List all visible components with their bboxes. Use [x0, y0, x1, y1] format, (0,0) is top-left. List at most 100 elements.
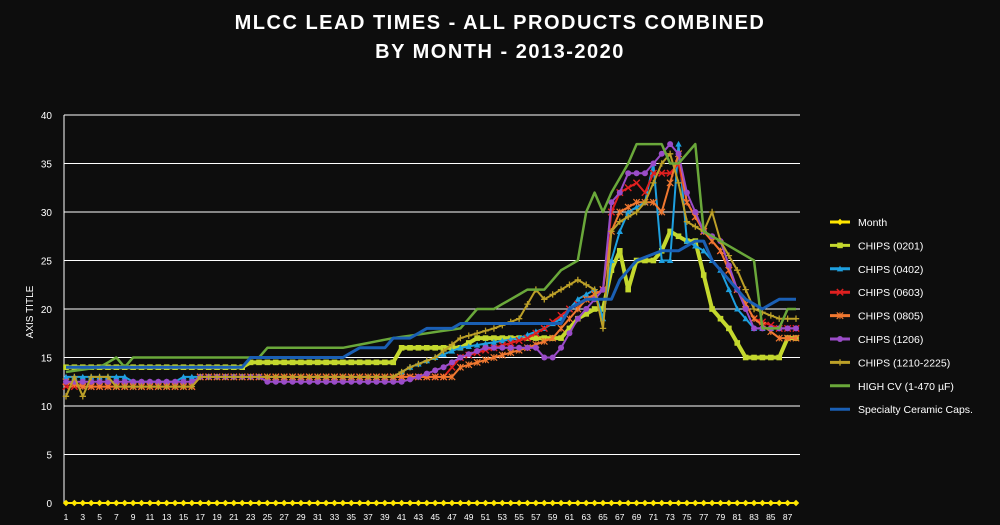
data-point — [188, 378, 195, 385]
data-point — [348, 373, 355, 381]
data-point — [507, 344, 514, 351]
data-point — [281, 378, 288, 385]
data-point — [600, 306, 606, 312]
data-point — [473, 330, 481, 337]
data-point — [71, 373, 78, 381]
data-point — [750, 499, 758, 507]
data-point — [104, 373, 112, 381]
data-point — [583, 311, 590, 317]
data-point — [473, 358, 481, 366]
x-tick-label: 55 — [514, 512, 524, 522]
data-point — [767, 312, 775, 319]
data-point — [734, 340, 741, 346]
x-tick-label: 17 — [196, 512, 206, 522]
data-point — [465, 340, 472, 346]
data-point — [323, 359, 329, 366]
data-point — [155, 378, 162, 385]
data-point — [448, 499, 456, 507]
data-point — [465, 351, 472, 358]
data-point — [650, 160, 657, 167]
data-point — [188, 373, 196, 380]
data-point — [129, 499, 137, 507]
x-tick-label: 83 — [749, 512, 759, 522]
legend: Month CHIPS (0201) CHIPS (0402) CHIPS (0603… — [830, 217, 973, 416]
data-point — [155, 499, 162, 507]
data-point — [666, 179, 674, 187]
data-point — [356, 359, 363, 366]
series-5 — [63, 141, 799, 385]
y-axis: 0 5 10 15 20 25 30 35 40 — [41, 111, 53, 510]
legend-marker — [836, 218, 844, 226]
data-point — [541, 354, 548, 361]
legend-label: CHIPS (0402) — [858, 264, 923, 276]
data-point — [675, 179, 682, 187]
data-point — [390, 499, 397, 507]
data-point — [591, 286, 598, 293]
data-point — [373, 373, 380, 381]
data-point — [180, 373, 187, 380]
data-point — [155, 383, 162, 390]
y-tick-label: 15 — [41, 354, 53, 365]
data-point — [297, 378, 304, 385]
data-point — [222, 373, 229, 381]
x-tick-label: 57 — [531, 512, 541, 522]
data-point — [415, 373, 422, 380]
data-point — [708, 499, 716, 507]
y-tick-label: 25 — [41, 257, 53, 268]
data-point — [381, 499, 389, 507]
data-point — [289, 378, 296, 385]
series-6 — [62, 150, 800, 400]
data-point — [62, 393, 70, 400]
data-point — [79, 499, 86, 507]
data-point — [289, 359, 296, 366]
data-point — [751, 325, 758, 332]
series-line — [66, 229, 796, 370]
data-point — [272, 378, 279, 385]
data-point — [314, 378, 321, 385]
data-point — [465, 361, 473, 369]
data-point — [591, 499, 598, 507]
x-tick-label: 23 — [246, 512, 256, 522]
data-point — [490, 325, 498, 332]
data-point — [264, 373, 271, 381]
data-point — [146, 378, 153, 385]
data-point — [431, 354, 439, 361]
data-point — [700, 247, 707, 254]
data-point — [239, 499, 246, 507]
data-point — [431, 373, 439, 381]
data-point — [331, 499, 338, 507]
data-point — [432, 345, 438, 351]
data-point — [331, 373, 338, 381]
data-point — [448, 363, 456, 371]
y-tick-label: 0 — [46, 499, 52, 510]
data-point — [280, 373, 288, 381]
legend-label: CHIPS (1206) — [858, 334, 923, 346]
data-point — [574, 276, 582, 284]
data-point — [331, 378, 338, 385]
data-point — [792, 334, 800, 342]
data-point — [457, 334, 464, 342]
data-point — [339, 499, 347, 507]
data-point — [524, 344, 531, 351]
data-point — [608, 199, 615, 206]
data-point — [255, 499, 263, 507]
data-point — [549, 354, 556, 361]
data-point — [171, 499, 179, 507]
data-point — [146, 383, 154, 390]
data-point — [624, 184, 632, 192]
data-point — [289, 373, 296, 381]
data-point — [549, 291, 556, 298]
data-point — [616, 218, 623, 225]
data-point — [474, 348, 481, 355]
data-point — [515, 499, 523, 507]
data-point — [566, 281, 573, 288]
data-point — [742, 354, 749, 361]
data-point — [516, 344, 523, 351]
data-point — [448, 359, 455, 366]
data-point — [306, 373, 313, 381]
legend-marker — [837, 336, 843, 342]
data-point — [323, 378, 330, 385]
x-tick-label: 59 — [548, 512, 558, 522]
data-point — [188, 383, 196, 390]
